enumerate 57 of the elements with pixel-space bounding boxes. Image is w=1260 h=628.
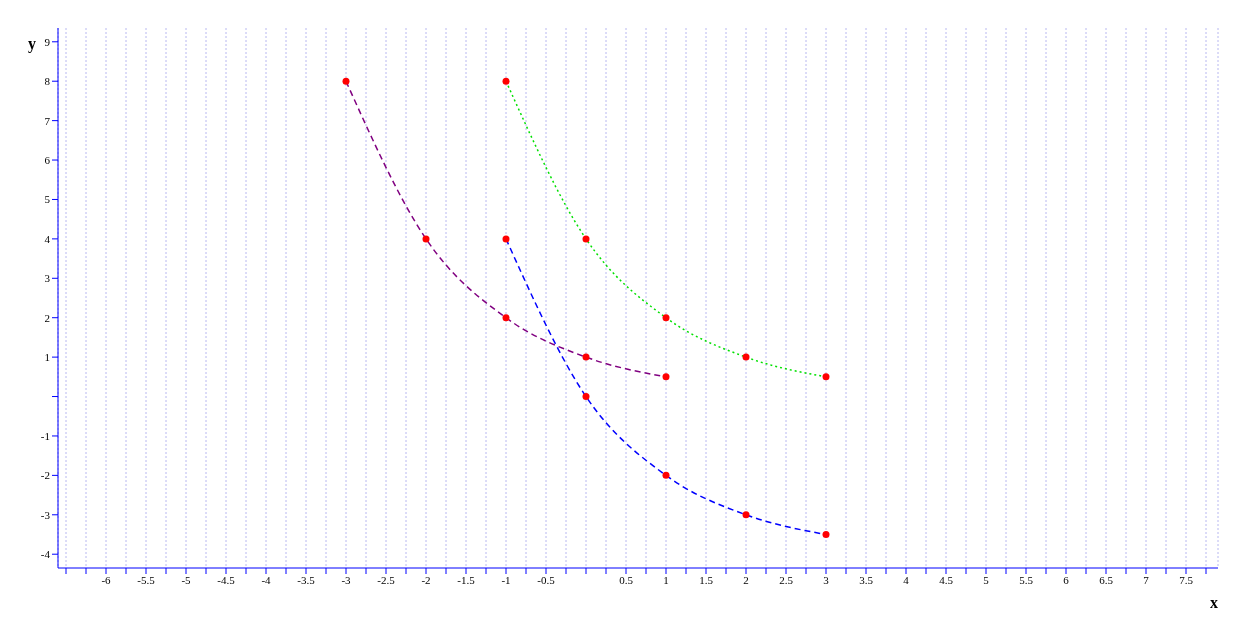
x-tick-label: -5.5 bbox=[137, 573, 156, 586]
x-tick-label: -5 bbox=[181, 573, 192, 586]
x-tick-label: 1 bbox=[663, 573, 669, 586]
x-tick-label: 7.5 bbox=[1179, 573, 1194, 586]
y-tick-label: 7 bbox=[44, 114, 51, 127]
x-tick-label: -2.5 bbox=[377, 573, 396, 586]
x-tick-label: 2.5 bbox=[779, 573, 794, 586]
point bbox=[662, 373, 670, 381]
y-tick-label: -1 bbox=[40, 429, 50, 442]
point bbox=[822, 531, 830, 538]
point bbox=[822, 373, 830, 381]
y-tick-label: -4 bbox=[40, 548, 51, 561]
x-tick-label: -4.5 bbox=[217, 573, 236, 586]
y-tick-label: -2 bbox=[40, 469, 50, 482]
point bbox=[502, 314, 510, 322]
point bbox=[742, 511, 750, 519]
point bbox=[582, 235, 590, 243]
x-tick-label: 5 bbox=[983, 573, 990, 586]
point bbox=[502, 77, 510, 85]
x-tick-label: 6.5 bbox=[1099, 573, 1114, 586]
y-tick-label: 2 bbox=[44, 311, 50, 324]
y-tick-label: -3 bbox=[40, 508, 51, 521]
point bbox=[662, 471, 670, 479]
x-tick-label: -1 bbox=[501, 573, 511, 586]
x-tick-label: 2 bbox=[743, 573, 749, 586]
point bbox=[582, 353, 590, 361]
y-tick-label: 9 bbox=[44, 35, 51, 48]
x-tick-label: 3 bbox=[823, 573, 830, 586]
point bbox=[742, 353, 750, 361]
point bbox=[502, 235, 510, 243]
x-tick-label: 4 bbox=[903, 573, 910, 586]
x-tick-label: -3.5 bbox=[297, 573, 316, 586]
y-tick-label: 8 bbox=[44, 75, 51, 88]
y-tick-label: 4 bbox=[44, 232, 51, 245]
x-tick-label: 7 bbox=[1143, 573, 1150, 586]
x-tick-label: 6 bbox=[1063, 573, 1070, 586]
x-tick-label: 1.5 bbox=[699, 573, 714, 586]
point bbox=[342, 77, 350, 85]
point bbox=[422, 235, 430, 243]
y-tick-label: 3 bbox=[44, 272, 51, 285]
x-tick-label: 0.5 bbox=[619, 573, 634, 586]
x-tick-label: -3 bbox=[341, 573, 352, 586]
point bbox=[662, 314, 670, 322]
x-tick-label: -6 bbox=[101, 573, 112, 586]
x-tick-label: 3.5 bbox=[859, 573, 874, 586]
y-tick-label: 5 bbox=[44, 193, 51, 206]
x-tick-label: -1.5 bbox=[457, 573, 476, 586]
x-tick-label: 4.5 bbox=[939, 573, 954, 586]
x-tick-label: 5.5 bbox=[1019, 573, 1034, 586]
x-axis-title: x bbox=[1210, 594, 1218, 611]
y-axis-title: y bbox=[28, 35, 36, 54]
x-tick-label: -0.5 bbox=[537, 573, 556, 586]
x-tick-label: -2 bbox=[421, 573, 431, 586]
x-tick-label: -4 bbox=[261, 573, 272, 586]
y-tick-label: 1 bbox=[44, 351, 50, 364]
point bbox=[582, 393, 590, 401]
y-tick-label: 6 bbox=[44, 153, 51, 166]
